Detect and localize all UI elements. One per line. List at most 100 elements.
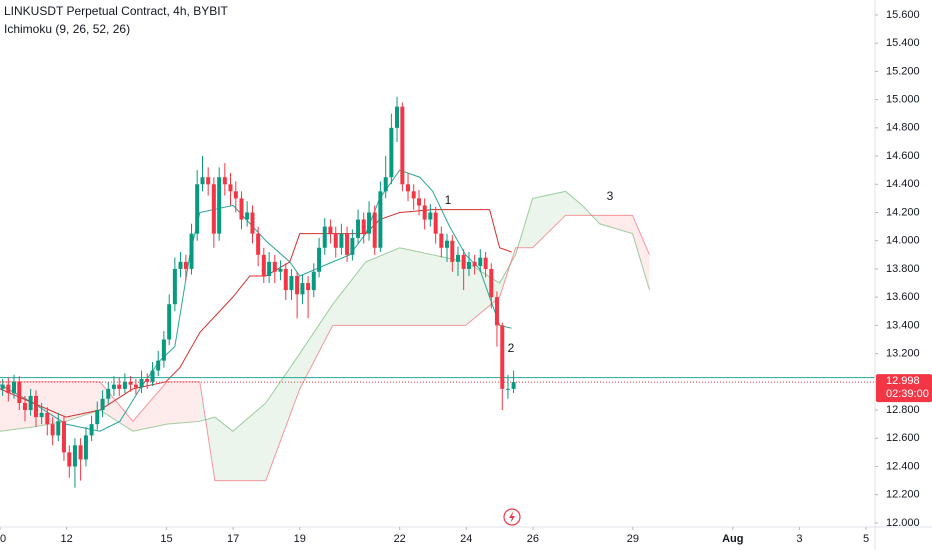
indicator-line <box>0 209 512 418</box>
candle-body <box>311 271 316 291</box>
y-tick-label: 15.200 <box>886 65 920 77</box>
candle-body <box>322 226 327 248</box>
candle-body <box>233 191 238 199</box>
candle-body <box>256 233 261 255</box>
countdown-label: 02:39:00 <box>886 388 929 400</box>
cloud-fill <box>565 191 583 216</box>
candle-body <box>17 381 22 403</box>
price-label-box <box>876 374 932 403</box>
x-tick-label: 10 <box>0 533 6 545</box>
candle-body <box>400 106 405 185</box>
y-tick-label: 14.400 <box>886 178 920 190</box>
x-tick-label: 29 <box>627 533 639 545</box>
x-tick-label: 5 <box>863 533 869 545</box>
candle-body <box>261 254 266 276</box>
y-tick-label: 14.000 <box>886 235 920 247</box>
candle-body <box>378 191 383 248</box>
candle-body <box>317 247 322 272</box>
cloud-fill <box>399 247 433 326</box>
candle-body <box>483 257 488 269</box>
candle-body <box>83 435 88 460</box>
candle-body <box>39 412 44 418</box>
candle-body <box>250 212 255 234</box>
candle-body <box>89 424 94 436</box>
candle-body <box>295 275 300 295</box>
y-tick-label: 13.600 <box>886 291 920 303</box>
candle-body <box>417 198 422 206</box>
candle-body <box>161 339 166 361</box>
candle-body <box>72 445 77 467</box>
candle-body <box>306 283 311 291</box>
candle-body <box>367 212 372 234</box>
candle-body <box>339 233 344 248</box>
candle-body <box>195 184 200 234</box>
candle-body <box>6 384 11 394</box>
candle-body <box>372 212 377 248</box>
x-tick-label: 24 <box>460 533 472 545</box>
candle-body <box>50 424 55 436</box>
x-tick-label: 17 <box>227 533 239 545</box>
candle-body <box>450 240 455 262</box>
candle-body <box>411 191 416 199</box>
candle-body <box>167 304 172 340</box>
event-icon[interactable] <box>503 508 521 526</box>
candle-body <box>106 388 111 399</box>
candle-body <box>455 254 460 262</box>
x-tick-label: 26 <box>527 533 539 545</box>
plot-area <box>0 96 875 488</box>
candle-body <box>283 268 288 291</box>
y-tick-label: 12.400 <box>886 460 920 472</box>
candle-body <box>505 388 510 390</box>
candle-body <box>361 219 366 234</box>
annotation: 2 <box>508 341 515 355</box>
span-b-line <box>0 214 650 482</box>
cloud-fill <box>132 381 167 432</box>
candle-body <box>511 382 516 389</box>
candle-body <box>11 381 16 394</box>
candle-body <box>128 381 133 385</box>
candle-body <box>350 237 355 255</box>
candle-body <box>189 233 194 269</box>
cloud-fill <box>299 304 333 389</box>
y-tick-label: 15.400 <box>886 37 920 49</box>
candle-body <box>472 261 477 267</box>
event-bolt[interactable] <box>509 511 515 523</box>
candle-body <box>433 212 438 234</box>
candle-body <box>28 395 33 411</box>
candle-body <box>78 445 83 460</box>
y-tick-label: 13.400 <box>886 319 920 331</box>
candle-body <box>133 384 138 388</box>
price-label: 12.998 <box>886 375 920 387</box>
candle-body <box>222 177 227 185</box>
candle-body <box>206 177 211 185</box>
span-a-line <box>0 190 650 432</box>
y-tick-label: 15.600 <box>886 9 920 21</box>
cloud-fill <box>465 261 500 326</box>
candle-body <box>95 410 100 425</box>
candle-body <box>267 261 272 276</box>
candle-body <box>461 254 466 269</box>
x-tick-label: 3 <box>796 533 802 545</box>
candle-body <box>67 452 72 467</box>
candle-body <box>0 384 5 389</box>
candle-body <box>56 421 61 436</box>
y-tick-label: 13.800 <box>886 263 920 275</box>
x-tick-label: 15 <box>160 533 172 545</box>
candle-body <box>494 297 499 326</box>
candle-body <box>406 184 411 192</box>
indicator-label: Ichimoku (9, 26, 52, 26) <box>4 22 130 36</box>
candle-body <box>328 226 333 234</box>
candle-body <box>422 205 427 220</box>
candle-body <box>145 378 150 382</box>
x-tick-label: 12 <box>60 533 72 545</box>
y-tick-label: 12.200 <box>886 489 920 501</box>
cloud-fill <box>599 215 633 234</box>
indicator-line <box>0 169 512 432</box>
y-tick-label: 14.200 <box>886 206 920 218</box>
cloud-fill <box>632 215 650 291</box>
cloud-fill <box>332 261 366 326</box>
candle-body <box>183 261 188 269</box>
candle-body <box>172 268 177 305</box>
candle-body <box>345 233 350 255</box>
